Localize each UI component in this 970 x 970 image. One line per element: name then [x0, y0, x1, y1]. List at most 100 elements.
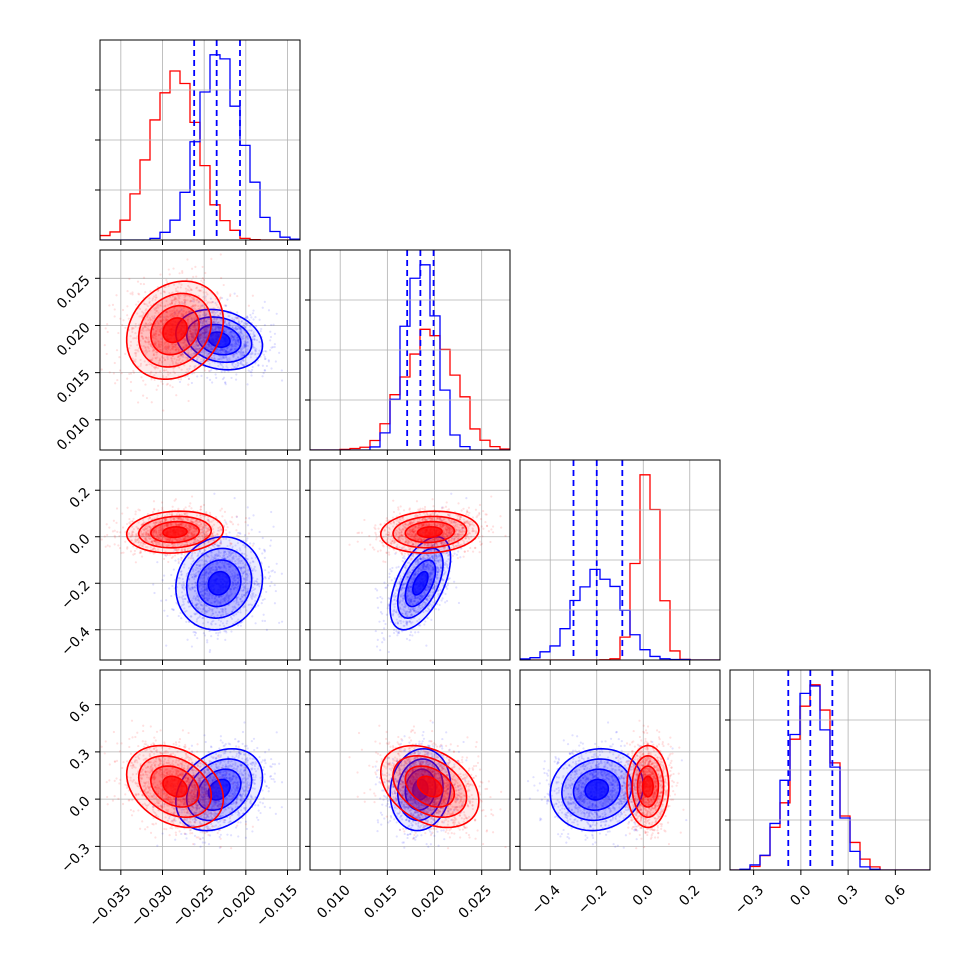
scatter-point — [237, 343, 240, 346]
scatter-point — [240, 331, 243, 334]
scatter-point — [145, 336, 148, 339]
scatter-point — [219, 327, 223, 330]
scatter-point — [184, 346, 187, 349]
scatter-point — [204, 295, 207, 298]
scatter-point — [216, 291, 219, 294]
scatter-point — [257, 604, 260, 607]
scatter-point — [219, 327, 222, 330]
scatter-point — [208, 301, 211, 304]
scatter-point — [202, 338, 205, 342]
scatter-point — [228, 531, 231, 534]
scatter-point — [240, 552, 243, 555]
scatter-point — [240, 574, 244, 578]
scatter-point — [149, 318, 152, 322]
scatter-point — [181, 352, 184, 355]
scatter-point — [253, 348, 257, 351]
scatter-point — [177, 378, 180, 381]
scatter-point — [169, 348, 172, 352]
scatter-point — [228, 324, 231, 327]
scatter-point — [142, 313, 145, 316]
scatter-point — [162, 409, 165, 412]
scatter-point — [153, 374, 156, 377]
scatter-point — [106, 544, 109, 547]
scatter-point — [217, 349, 221, 352]
scatter-point — [208, 362, 211, 365]
scatter-point — [232, 338, 235, 341]
scatter-point — [148, 301, 151, 305]
scatter-point — [227, 370, 230, 373]
scatter-point — [205, 336, 208, 339]
scatter-point — [209, 570, 212, 573]
scatter-point — [240, 336, 243, 339]
scatter-point — [226, 346, 229, 350]
scatter-point — [193, 307, 197, 311]
scatter-point — [179, 611, 182, 615]
scatter-point — [192, 335, 196, 338]
scatter-point — [156, 306, 160, 309]
scatter-point — [162, 350, 165, 354]
scatter-point — [225, 351, 229, 354]
scatter-point — [190, 318, 194, 321]
scatter-point — [242, 606, 245, 609]
scatter-point — [199, 310, 202, 313]
scatter-point — [160, 319, 163, 322]
scatter-point — [193, 590, 197, 593]
scatter-point — [187, 600, 190, 603]
scatter-point — [192, 275, 195, 278]
scatter-point — [220, 276, 223, 280]
scatter-point — [191, 552, 194, 555]
scatter-point — [218, 595, 221, 598]
scatter-point — [143, 340, 147, 343]
scatter-point — [233, 497, 236, 500]
scatter-point — [215, 631, 218, 635]
scatter-point — [189, 337, 193, 340]
scatter-point — [221, 560, 224, 563]
scatter-point — [189, 300, 192, 303]
scatter-point — [227, 321, 231, 324]
scatter-point — [217, 326, 220, 330]
scatter-point — [243, 563, 247, 567]
scatter-point — [222, 330, 225, 333]
scatter-point — [239, 362, 242, 365]
scatter-point — [238, 328, 241, 331]
scatter-point — [134, 561, 137, 564]
scatter-point — [234, 363, 237, 366]
scatter-point — [154, 331, 157, 334]
scatter-point — [151, 357, 154, 360]
scatter-point — [223, 330, 226, 333]
scatter-point — [206, 354, 209, 357]
scatter-point — [198, 334, 201, 338]
scatter-point — [238, 531, 241, 534]
scatter-point — [170, 357, 174, 360]
scatter-point — [193, 336, 196, 339]
scatter-point — [149, 372, 152, 375]
scatter-point — [181, 352, 184, 355]
scatter-point — [244, 341, 247, 345]
scatter-point — [214, 596, 217, 600]
scatter-point — [118, 369, 122, 372]
scatter-point — [151, 510, 155, 513]
scatter-point — [158, 357, 162, 360]
scatter-point — [156, 289, 160, 293]
scatter-point — [162, 344, 165, 347]
scatter-point — [207, 359, 210, 363]
scatter-point — [124, 326, 127, 329]
scatter-point — [184, 356, 187, 359]
scatter-point — [224, 383, 227, 386]
scatter-point — [195, 358, 199, 362]
scatter-point — [230, 335, 233, 339]
scatter-point — [203, 311, 206, 314]
scatter-point — [222, 557, 225, 560]
scatter-point — [202, 281, 205, 284]
scatter-point — [151, 299, 154, 302]
scatter-point — [252, 346, 255, 349]
scatter-point — [130, 328, 134, 331]
scatter-point — [148, 297, 151, 300]
scatter-point — [148, 328, 151, 332]
scatter-point — [211, 309, 215, 313]
scatter-point — [235, 316, 238, 319]
scatter-point — [183, 554, 186, 557]
scatter-point — [146, 341, 149, 344]
scatter-point — [185, 620, 188, 623]
scatter-point — [195, 340, 198, 343]
